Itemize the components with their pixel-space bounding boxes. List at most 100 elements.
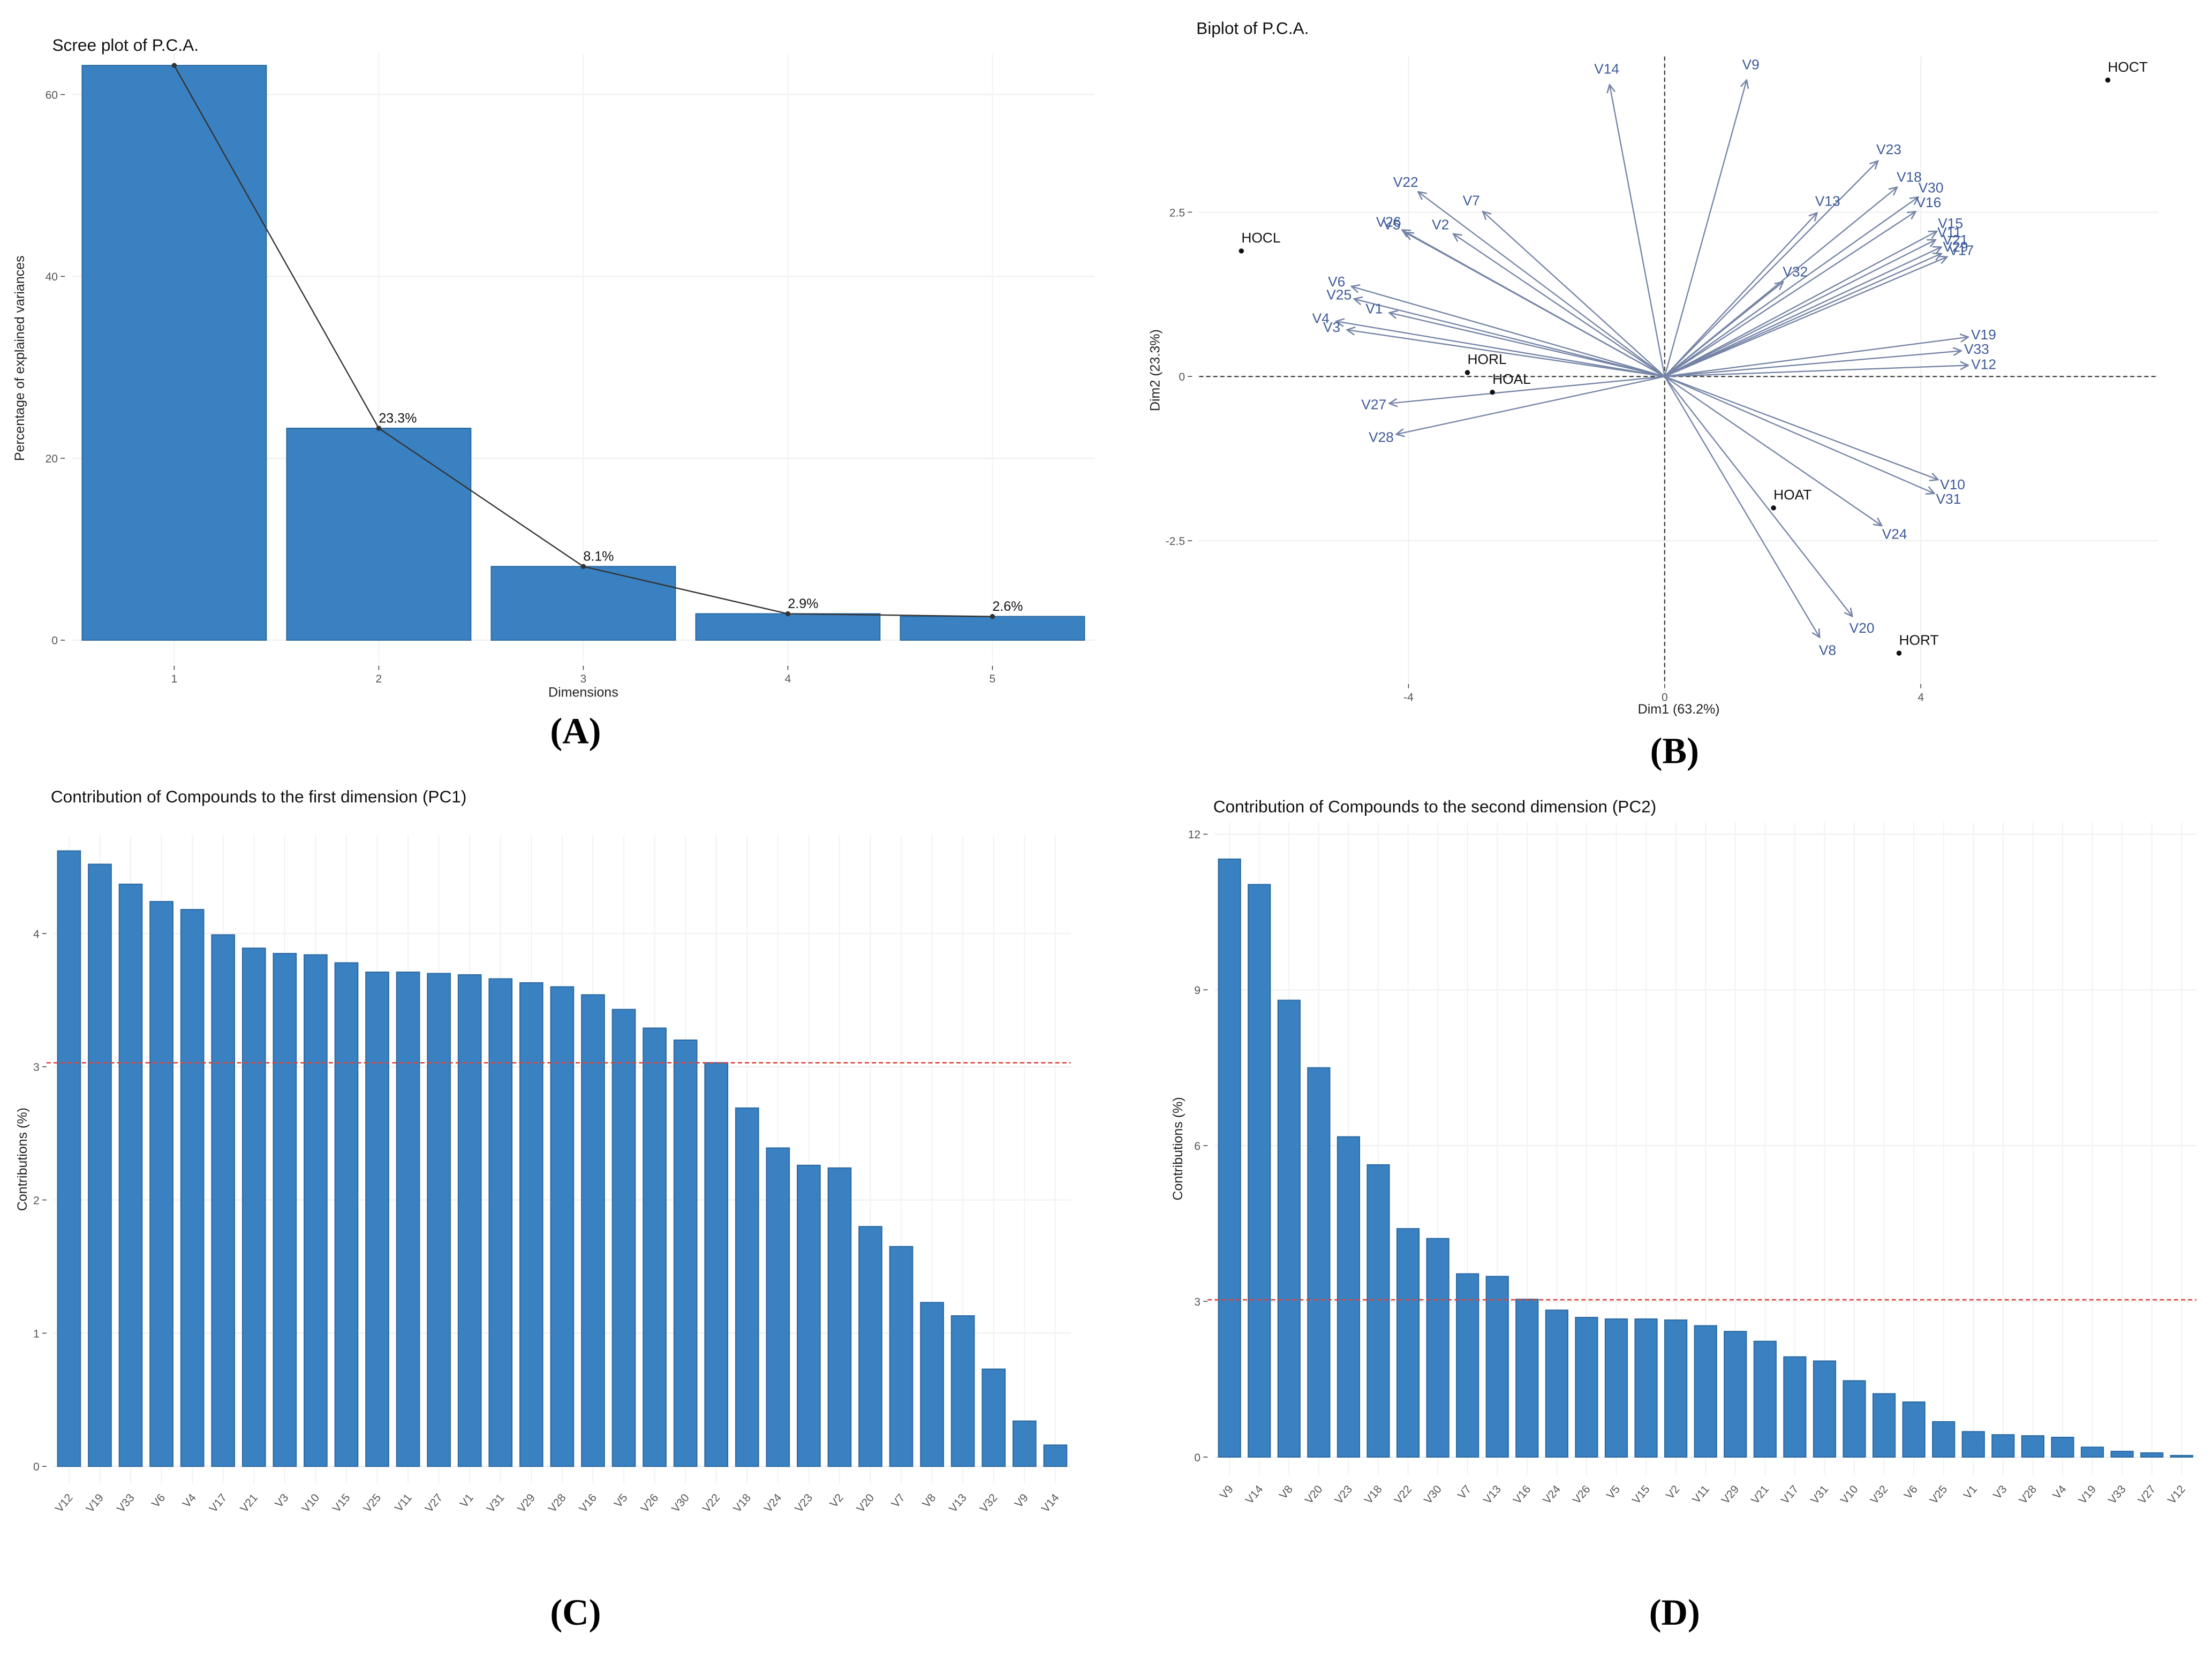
loading-arrow (1664, 213, 1817, 377)
y-tick-label: 60 (46, 89, 58, 102)
loading-arrow (1664, 282, 1783, 377)
bar (1396, 1228, 1420, 1458)
bar (457, 974, 482, 1467)
bar (88, 863, 112, 1467)
arrow-label: V6 (1328, 274, 1345, 290)
bar (1012, 1420, 1037, 1467)
loading-arrow (1664, 254, 1942, 377)
bar (1248, 884, 1271, 1458)
bar (1991, 1434, 2015, 1458)
bar (1724, 1331, 1747, 1458)
scree-point (171, 63, 177, 68)
arrow-label: V23 (1876, 141, 1901, 157)
bar (900, 616, 1085, 641)
bar (827, 1167, 852, 1467)
loading-arrow (1336, 321, 1665, 377)
bar (334, 962, 359, 1467)
y-axis-title: Contributions (%) (15, 1108, 30, 1211)
bar (286, 427, 472, 641)
arrow-label: V9 (1742, 57, 1760, 73)
bar (81, 65, 267, 641)
y-tick-label: 3 (1194, 1296, 1201, 1308)
y-tick-label: 4 (33, 928, 40, 941)
arrow-label: V32 (1783, 263, 1808, 279)
panel: Biplot of P.C.A. (B) Dim2 (23.3%) Dim1 (63.… (1148, 18, 2158, 771)
bar (2170, 1454, 2193, 1458)
bar (1575, 1316, 1598, 1458)
bar (1367, 1164, 1390, 1458)
loading-arrow (1610, 85, 1665, 377)
loading-arrow (1418, 192, 1665, 377)
bar (695, 613, 881, 641)
loading-arrow (1405, 232, 1665, 377)
y-tick-label: 2 (33, 1194, 40, 1207)
y-tick-label: 6 (1194, 1140, 1201, 1153)
arrow-label: V27 (1361, 396, 1386, 412)
arrow-label: V1 (1365, 301, 1383, 317)
loading-arrow (1664, 376, 1934, 494)
bar (704, 1062, 729, 1467)
y-tick-label: 3 (33, 1062, 40, 1074)
bar (2051, 1436, 2074, 1458)
bar (1843, 1380, 1866, 1458)
loading-arrow (1483, 211, 1665, 377)
bar (1545, 1309, 1568, 1458)
arrow-label: V26 (1376, 214, 1401, 230)
y-axis-title: Percentage of explained variances (12, 255, 27, 461)
y-tick-label: 0 (51, 635, 58, 647)
bar (2110, 1451, 2134, 1458)
arrow-label: V19 (1971, 327, 1996, 343)
y-tick-label: 0 (1179, 371, 1185, 383)
bar (643, 1027, 667, 1467)
arrow-label: V25 (1326, 286, 1352, 302)
arrow-label: V21 (1943, 232, 1968, 248)
bar (1932, 1421, 1956, 1458)
value-label: 23.3% (379, 411, 417, 426)
bar (1515, 1299, 1539, 1458)
arrow-label: V18 (1897, 169, 1922, 185)
loading-arrow (1664, 365, 1968, 377)
loading-arrow (1664, 197, 1919, 377)
arrow-label: V10 (1940, 476, 1965, 492)
y-tick-label: 1 (33, 1328, 40, 1340)
point-label: HOCL (1241, 230, 1280, 246)
bar (365, 971, 389, 1467)
bar (1218, 858, 1241, 1458)
arrow-label: V12 (1971, 356, 1996, 372)
y-tick-label: -2.5 (1166, 535, 1185, 548)
individual-point (1464, 370, 1470, 375)
individual-point (2105, 77, 2111, 83)
bar (1783, 1356, 1807, 1458)
point-label: HOAL (1492, 371, 1531, 387)
x-tick-label: 5 (990, 673, 996, 685)
bar (488, 978, 513, 1467)
scree-point (580, 564, 586, 569)
loading-arrow (1664, 240, 1936, 377)
loading-arrow (1664, 257, 1947, 377)
value-label: 2.9% (788, 596, 818, 611)
point-label: HORT (1899, 632, 1939, 648)
x-tick-label: 4 (1917, 691, 1924, 703)
bar (2080, 1446, 2104, 1458)
bar (273, 953, 297, 1467)
value-label: 8.1% (583, 549, 614, 564)
loading-arrow (1390, 313, 1665, 377)
loading-arrow (1664, 376, 1820, 637)
arrow-label: V15 (1938, 215, 1963, 231)
arrow-label: V11 (1937, 224, 1961, 240)
arrow-label: V33 (1964, 341, 1989, 357)
arrow-label: V5 (1383, 216, 1400, 232)
individual-point (1239, 248, 1244, 254)
bar (1604, 1318, 1628, 1458)
bar (57, 850, 81, 1467)
bar (211, 934, 236, 1467)
bar (1902, 1401, 1926, 1458)
y-axis-title: Contributions (%) (1171, 1097, 1186, 1200)
x-tick-label: 3 (580, 673, 587, 685)
bar (427, 973, 451, 1467)
bar (673, 1039, 698, 1467)
arrow-label: V31 (1936, 491, 1961, 507)
bar (519, 982, 543, 1467)
arrow-label: V24 (1882, 526, 1907, 542)
bar (396, 971, 420, 1467)
